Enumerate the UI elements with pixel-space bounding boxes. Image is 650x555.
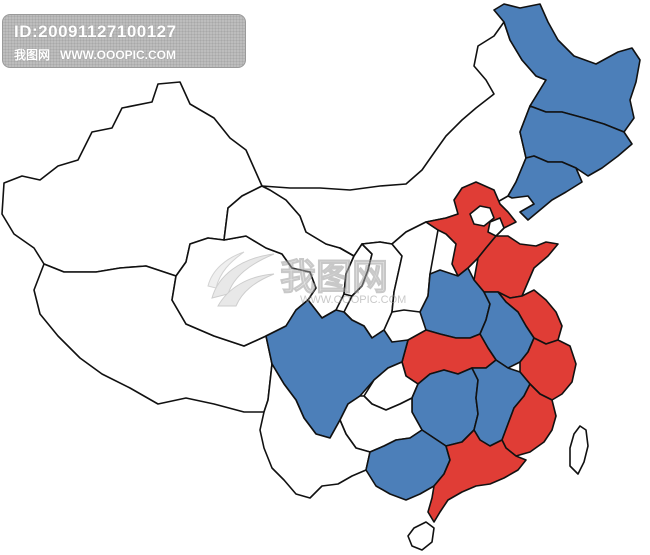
watermark-site-url: WWW.OOOPIC.COM [60,48,177,62]
watermark-site-line: 我图网 WWW.OOOPIC.COM [14,46,176,63]
watermark-banner: ID:20091127100127 我图网 WWW.OOOPIC.COM [2,14,246,68]
province-beijing [469,205,495,227]
watermark-id: ID:20091127100127 [14,22,177,41]
province-hainan [407,521,435,551]
province-liaoning [507,155,583,221]
province-zhejiang [519,337,577,401]
province-taiwan [569,425,589,475]
province-guangdong [427,429,527,523]
province-heilongjiang [493,3,641,133]
province-tianjin [487,217,505,237]
watermark-site-cn: 我图网 [14,48,51,62]
